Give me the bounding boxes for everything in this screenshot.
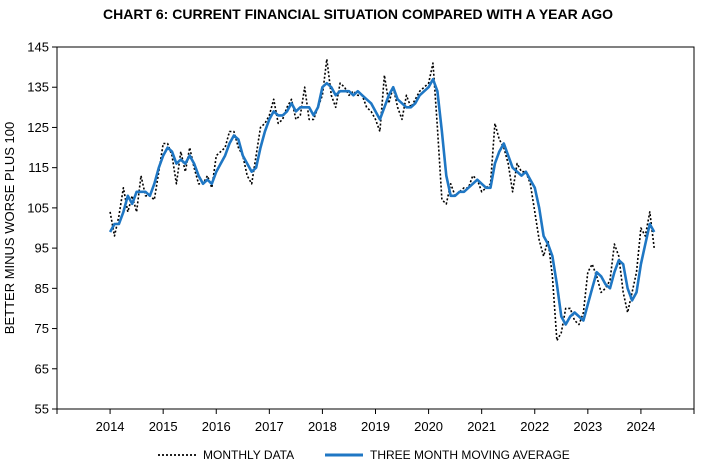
x-tick-label: 2017 xyxy=(255,419,284,434)
y-axis-label: BETTER MINUS WORSE PLUS 100 xyxy=(2,122,17,334)
x-tick-label: 2014 xyxy=(96,419,125,434)
y-tick-label: 55 xyxy=(35,402,49,417)
plot-frame xyxy=(56,46,695,410)
series-line-moving-average xyxy=(108,77,656,326)
legend-label-moving-average: THREE MONTH MOVING AVERAGE xyxy=(370,448,570,462)
y-tick-label: 75 xyxy=(35,321,49,336)
legend: MONTHLY DATA THREE MONTH MOVING AVERAGE xyxy=(158,448,570,462)
x-tick-label: 2016 xyxy=(202,419,231,434)
x-tick-label: 2024 xyxy=(626,419,655,434)
x-tick-label: 2021 xyxy=(467,419,496,434)
x-tick-label: 2022 xyxy=(520,419,549,434)
x-tick-label: 2018 xyxy=(308,419,337,434)
x-tick-label: 2015 xyxy=(149,419,178,434)
y-tick-label: 115 xyxy=(28,160,49,175)
x-tick-label: 2023 xyxy=(573,419,602,434)
y-tick-label: 95 xyxy=(35,241,49,256)
y-tick-label: 145 xyxy=(27,40,49,55)
x-tick-label: 2020 xyxy=(414,419,443,434)
y-tick-label: 135 xyxy=(27,80,49,95)
y-tick-label: 125 xyxy=(27,120,49,135)
y-tick-label: 105 xyxy=(27,200,49,215)
x-axis: 2014 2015 2016 2017 2018 2019 2020 2021 2022 2023… xyxy=(56,409,695,434)
legend-label-monthly: MONTHLY DATA xyxy=(203,448,294,462)
y-tick-label: 65 xyxy=(35,361,49,376)
series-line-monthly xyxy=(109,58,655,342)
y-axis: 55 65 75 85 95 105 115 125 135 145 xyxy=(27,40,57,417)
chart-title: CHART 6: CURRENT FINANCIAL SITUATION COM… xyxy=(103,6,613,22)
x-tick-label: 2019 xyxy=(361,419,390,434)
y-tick-label: 85 xyxy=(35,281,49,296)
series-layer xyxy=(108,58,656,342)
